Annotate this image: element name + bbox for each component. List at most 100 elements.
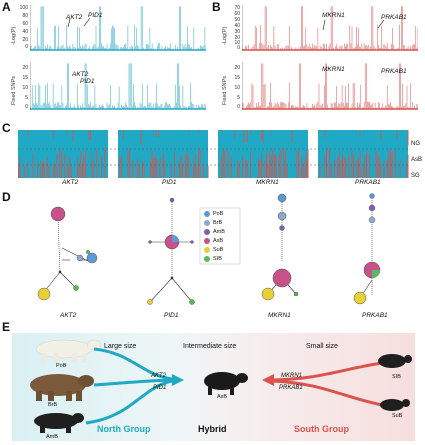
haplotype-variant [19, 157, 21, 178]
haplotype-variant [104, 148, 106, 178]
haplotype-variant [56, 153, 58, 178]
haplotype-variant [182, 164, 183, 178]
panel-b-letter: B [212, 0, 221, 14]
species-label-sub: SuB [392, 413, 403, 419]
haplotype-variant [24, 164, 26, 178]
haplotype-variant [262, 130, 264, 144]
ytick: 20 [22, 37, 28, 43]
haplotype-variant [48, 165, 50, 178]
haplotype-variant [366, 153, 367, 178]
sloth-bear-icon [378, 354, 412, 368]
haplotype-variant [259, 160, 261, 178]
legend-dot [204, 229, 210, 235]
ytick: 0 [237, 104, 240, 110]
haplotype-variant [267, 164, 269, 178]
haplotype-variant [153, 157, 155, 178]
haplotype-variant [18, 164, 19, 178]
haplotype-variant [222, 148, 224, 178]
haplotype-variant [380, 130, 382, 140]
haplotype-variant [278, 154, 280, 178]
haplotype-variant [234, 130, 235, 138]
haplotype-variant [243, 130, 245, 143]
haplotype-variant [159, 130, 161, 131]
haplotype-variant [69, 156, 71, 178]
south-group-label: South Group [294, 424, 349, 434]
haplotype-variant [390, 150, 391, 178]
panel-e-drawing [30, 339, 412, 433]
haplotype-variant [272, 148, 274, 178]
haplotype-variant [275, 155, 277, 178]
haplotype-variant [296, 151, 298, 178]
haplotype-variant [138, 165, 140, 178]
ytick: 0 [25, 104, 28, 110]
species-label-brb: BrB [48, 402, 58, 408]
haplotype-variant [132, 160, 134, 178]
legend-item-asb: AsB [204, 238, 223, 244]
gene-label-akt2: AKT2 [66, 14, 83, 21]
haplotype-variant [351, 150, 353, 178]
haplotype-variant [345, 159, 347, 178]
haplotype-variant [378, 156, 380, 178]
haplotype-variant [88, 130, 90, 141]
haplotype-variant [246, 130, 248, 143]
haplotype-variant [369, 154, 371, 178]
intermediate-size-label: Intermediate size [183, 343, 237, 350]
legend-label: AmB [213, 229, 225, 235]
legend-item-brb: BrB [204, 220, 222, 226]
haplotype-variant [298, 148, 299, 178]
haplotype-variant [399, 159, 401, 178]
haplotype-variant [250, 130, 251, 135]
haplotype-variant [269, 150, 271, 178]
gene-label-mkrn1: MKRN1 [268, 312, 291, 319]
haplotype-variant [302, 164, 304, 178]
gene-label-prkab1: PRKAB1 [362, 312, 388, 319]
gene-label-akt2: AKT2 [60, 312, 77, 319]
haplotype-variant [353, 155, 355, 178]
ytick: 60 [234, 11, 240, 17]
haplotype-variant [342, 154, 343, 178]
gene-label-mkrn1: MKRN1 [256, 179, 279, 186]
gene-label-prkab1: PRKAB1 [355, 179, 381, 186]
haplotype-variant [324, 130, 326, 138]
gene-label-prkab1: PRKAB1 [381, 68, 407, 75]
haplotype-variant [142, 161, 143, 178]
haplotype-variant [150, 161, 151, 178]
haplotype-variant [258, 159, 259, 178]
panel-a-bottom-plot [30, 62, 206, 110]
haplotype-variant [245, 159, 247, 178]
panel-e-letter: E [2, 320, 11, 334]
haplotype-variant [335, 130, 337, 131]
haplotype-variant [330, 164, 332, 178]
haplotype-variant [96, 149, 98, 178]
legend-dot [204, 247, 210, 253]
haplotype-variant [338, 152, 340, 178]
legend-label: SIB [213, 256, 222, 262]
haplotype-variant [343, 156, 345, 178]
haplotype-variant [194, 154, 196, 178]
haplotype-variant [46, 156, 48, 178]
haplotype-variant [266, 152, 267, 178]
haplotype-variant [140, 130, 142, 145]
ytick: 5 [237, 95, 240, 101]
haplotype-variant [391, 152, 393, 178]
legend-item-pob: PoB [204, 211, 223, 217]
haplotype-heatmap [18, 130, 410, 178]
haplotype-variant [406, 162, 407, 178]
haplotype-variant [122, 130, 124, 140]
haplotype-variant [64, 154, 66, 178]
haplotype-networks [37, 193, 381, 305]
ytick: 50 [234, 17, 240, 23]
haplotype-variant [207, 165, 209, 178]
haplotype-variant [90, 130, 91, 140]
network-prkab1 [353, 193, 381, 305]
haplotype-variant [198, 150, 199, 178]
haplotype-variant [329, 148, 331, 178]
haplotype-variant [159, 158, 161, 178]
haplotype-variant [178, 161, 180, 178]
haplotype-variant [186, 150, 188, 178]
group-label-sg: SG [411, 173, 420, 179]
legend-label: AsB [213, 238, 224, 244]
haplotype-variant [386, 158, 388, 178]
haplotype-block [18, 130, 108, 178]
haplotype-variant [61, 152, 63, 178]
